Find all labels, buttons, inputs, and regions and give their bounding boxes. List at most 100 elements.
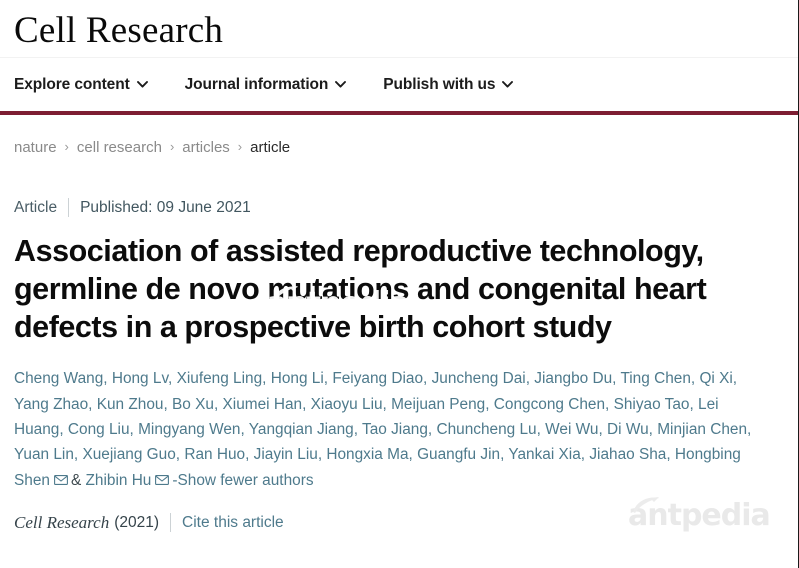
- author-name[interactable]: Yankai Xia: [508, 446, 581, 464]
- published-date: Published: 09 June 2021: [80, 198, 251, 216]
- author-separator: ,: [666, 446, 675, 464]
- author-separator: ,: [423, 370, 432, 388]
- author-name[interactable]: Guangfu Jin: [417, 446, 501, 464]
- author-name[interactable]: Jiayin Liu: [253, 446, 318, 464]
- author-separator: ,: [598, 421, 608, 439]
- watermark-underline: [630, 536, 762, 542]
- author-separator: ,: [262, 370, 271, 388]
- author-name[interactable]: Lei Huang: [14, 395, 719, 439]
- author-name[interactable]: Minjian Chen: [657, 421, 748, 439]
- author-separator: ,: [240, 421, 249, 439]
- masthead: Cell Research: [0, 0, 798, 57]
- author-name[interactable]: Xiaoyu Liu: [310, 395, 383, 413]
- show-fewer-authors-toggle[interactable]: -Show fewer authors: [172, 471, 314, 489]
- author-separator: ,: [382, 395, 392, 413]
- breadcrumb-separator-icon: ›: [169, 139, 175, 154]
- author-separator: ,: [747, 421, 752, 439]
- author-separator: ,: [302, 395, 311, 413]
- authors-ampersand: &: [70, 471, 82, 489]
- breadcrumb-separator-icon: ›: [237, 139, 243, 154]
- author-name[interactable]: Yang Zhao: [14, 395, 89, 413]
- citation-row: Cell Research (2021) Cite this article: [0, 513, 798, 533]
- author-name[interactable]: Chuncheng Lu: [436, 421, 537, 439]
- cite-this-article-link[interactable]: Cite this article: [182, 513, 284, 531]
- nav-item-label: Explore content: [14, 75, 130, 93]
- author-name[interactable]: Yangqian Jiang: [248, 421, 354, 439]
- chevron-down-icon: [136, 81, 148, 88]
- author-name[interactable]: Meijuan Peng: [391, 395, 486, 413]
- author-separator: ,: [689, 395, 699, 413]
- envelope-icon[interactable]: [155, 474, 170, 485]
- nav-accent-rule: [0, 111, 798, 115]
- author-separator: ,: [353, 421, 363, 439]
- breadcrumb-item-nature[interactable]: nature: [14, 139, 57, 156]
- author-separator: ,: [605, 395, 614, 413]
- citation-year: (2021): [114, 513, 160, 531]
- author-name[interactable]: Juncheng Dai: [431, 370, 526, 388]
- author-names-run: Cheng Wang, Hong Lv, Xiufeng Ling, Hong …: [14, 370, 751, 463]
- author-name[interactable]: Ting Chen: [620, 370, 691, 388]
- meta-divider: [68, 198, 70, 217]
- masthead-divider: [0, 57, 798, 58]
- chevron-down-icon: [335, 81, 347, 88]
- breadcrumb-item-article: article: [250, 139, 291, 156]
- author-separator: ,: [648, 421, 658, 439]
- author-name[interactable]: Hong Li: [270, 370, 324, 388]
- author-separator: ,: [408, 446, 418, 464]
- author-name[interactable]: Mingyang Wen: [138, 421, 241, 439]
- nav-item-journal-information[interactable]: Journal information: [185, 76, 347, 94]
- nav-item-label: Publish with us: [383, 75, 496, 93]
- breadcrumb-item-articles[interactable]: articles: [182, 139, 230, 156]
- author-separator: ,: [317, 446, 327, 464]
- breadcrumb-item-cell-research[interactable]: cell research: [76, 139, 162, 156]
- author-name[interactable]: Di Wu: [607, 421, 649, 439]
- author-separator: ,: [168, 370, 177, 388]
- nav-item-label: Journal information: [184, 75, 329, 93]
- author-separator: ,: [485, 395, 494, 413]
- article-type-label: Article: [14, 198, 58, 216]
- author-separator: ,: [612, 370, 621, 388]
- author-separator: ,: [732, 370, 738, 388]
- author-name[interactable]: Jiahao Sha: [589, 446, 667, 464]
- author-name[interactable]: Jiangbo Du: [534, 370, 613, 388]
- author-name[interactable]: Hong Lv: [111, 370, 169, 388]
- breadcrumb: nature › cell research › articles › arti…: [0, 115, 798, 156]
- author-name[interactable]: Cheng Wang: [14, 370, 104, 388]
- author-name[interactable]: Qi Xi: [699, 370, 733, 388]
- nav-item-publish-with-us[interactable]: Publish with us: [383, 75, 514, 94]
- author-name[interactable]: Xiufeng Ling: [176, 370, 263, 388]
- author-name[interactable]: Xuejiang Guo: [82, 446, 176, 464]
- author-name[interactable]: Hongxia Ma: [326, 446, 409, 464]
- author-separator: ,: [175, 446, 185, 464]
- author-name[interactable]: Yuan Lin: [14, 446, 74, 464]
- author-separator: ,: [213, 395, 223, 413]
- author-separator: ,: [88, 395, 97, 413]
- author-name[interactable]: Shiyao Tao: [613, 395, 690, 413]
- author-separator: ,: [580, 446, 590, 464]
- corresponding-author-2[interactable]: Zhibin Hu: [85, 471, 152, 489]
- nav-item-explore-content[interactable]: Explore content: [14, 76, 148, 94]
- author-name[interactable]: Bo Xu: [172, 395, 214, 413]
- author-name[interactable]: Feiyang Diao: [332, 370, 424, 388]
- author-separator: ,: [323, 370, 333, 388]
- author-separator: ,: [245, 446, 254, 464]
- author-separator: ,: [163, 395, 173, 413]
- corresponding-author-1[interactable]: Hongbing Shen: [14, 446, 741, 489]
- author-name[interactable]: Ran Huo: [184, 446, 246, 464]
- author-separator: ,: [129, 421, 139, 439]
- author-name[interactable]: Cong Liu: [67, 421, 130, 439]
- envelope-icon[interactable]: [54, 474, 68, 485]
- author-separator: ,: [73, 446, 83, 464]
- author-name[interactable]: Tao Jiang: [362, 421, 428, 439]
- author-name[interactable]: Congcong Chen: [493, 395, 606, 413]
- primary-navigation: Explore content Journal information Publ…: [0, 58, 798, 111]
- author-name[interactable]: Wei Wu: [545, 421, 599, 439]
- author-name[interactable]: Xiumei Han: [222, 395, 303, 413]
- breadcrumb-separator-icon: ›: [64, 139, 69, 154]
- author-separator: ,: [525, 370, 535, 388]
- author-separator: ,: [690, 370, 700, 388]
- author-name[interactable]: Kun Zhou: [96, 395, 164, 413]
- article-meta: Article Published: 09 June 2021: [0, 198, 798, 217]
- author-list: Cheng Wang, Hong Lv, Xiufeng Ling, Hong …: [0, 366, 786, 492]
- journal-title[interactable]: Cell Research: [14, 10, 224, 51]
